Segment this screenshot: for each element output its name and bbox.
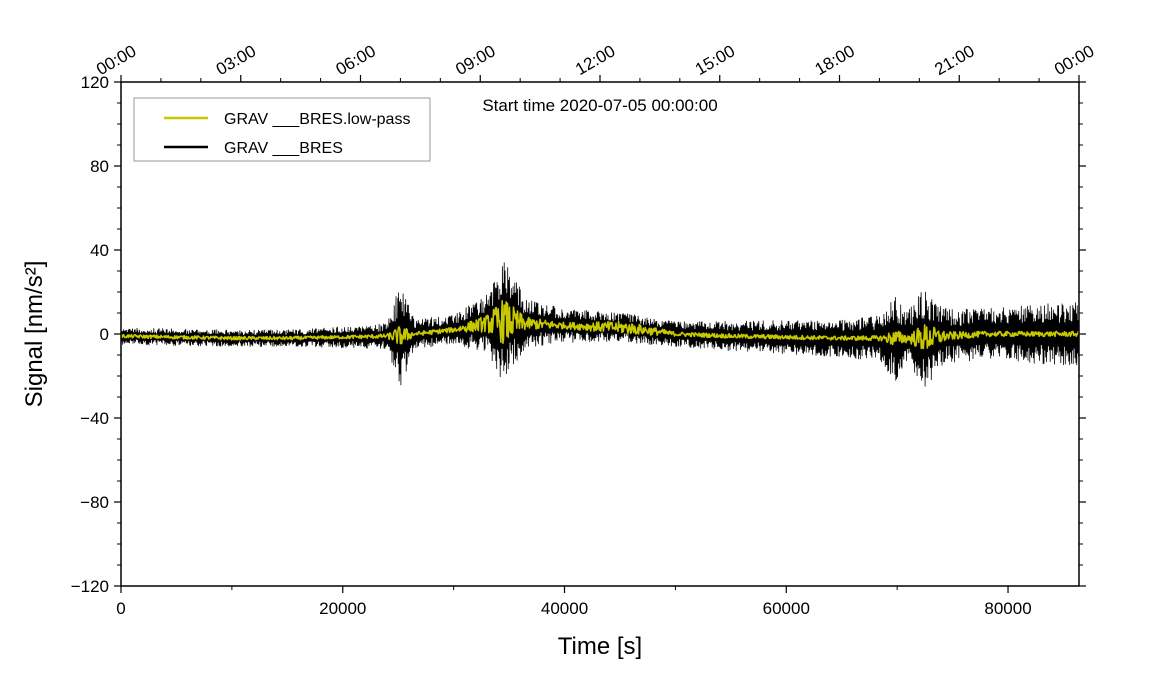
legend-label-raw: GRAV ___BRES	[224, 140, 343, 157]
y-tick-label: 40	[90, 241, 109, 260]
series-layer	[121, 262, 1079, 387]
y-tick-label: 0	[100, 325, 109, 344]
y-axis-title: Signal [nm/s²]	[21, 261, 48, 408]
x-axis: 0 20000 40000 60000 80000	[116, 586, 1032, 618]
x-tick-label: 20000	[319, 599, 366, 618]
legend-label-low-pass: GRAV ___BRES.low-pass	[224, 111, 410, 128]
y-tick-label: −40	[80, 409, 109, 428]
y-tick-label: 120	[81, 73, 109, 92]
right-axis	[1079, 81, 1086, 587]
top-tick-label: 18:00	[812, 41, 858, 79]
top-tick-label: 12:00	[572, 41, 618, 79]
top-tick-label: 00:00	[1051, 41, 1097, 79]
top-tick-label: 21:00	[931, 41, 977, 79]
top-tick-label: 09:00	[452, 41, 498, 79]
top-tick-label: 00:00	[93, 41, 139, 79]
x-tick-label: 80000	[984, 599, 1031, 618]
start-time-annotation: Start time 2020-07-05 00:00:00	[482, 96, 717, 115]
y-tick-label: −120	[71, 577, 109, 596]
top-tick-label: 06:00	[333, 41, 379, 79]
y-tick-label: −80	[80, 493, 109, 512]
legend-box	[133, 97, 431, 162]
x-tick-label: 60000	[763, 599, 810, 618]
series-raw-line	[121, 262, 1079, 387]
y-axis: −120 −80 −40 0 40 80 120	[71, 73, 121, 596]
x-tick-label: 0	[116, 599, 125, 618]
top-time-axis: 00:00 03:00 06:00 09:00 12:00 15:00 18:00 21:00…	[93, 41, 1097, 82]
y-tick-label: 80	[90, 157, 109, 176]
x-tick-label: 40000	[541, 599, 588, 618]
top-tick-label: 03:00	[213, 41, 259, 79]
x-axis-title: Time [s]	[558, 633, 642, 660]
top-tick-label: 15:00	[692, 41, 738, 79]
legend: GRAV ___BRES.low-pass GRAV ___BRES	[133, 97, 431, 162]
series-low-pass-line	[121, 300, 1079, 350]
